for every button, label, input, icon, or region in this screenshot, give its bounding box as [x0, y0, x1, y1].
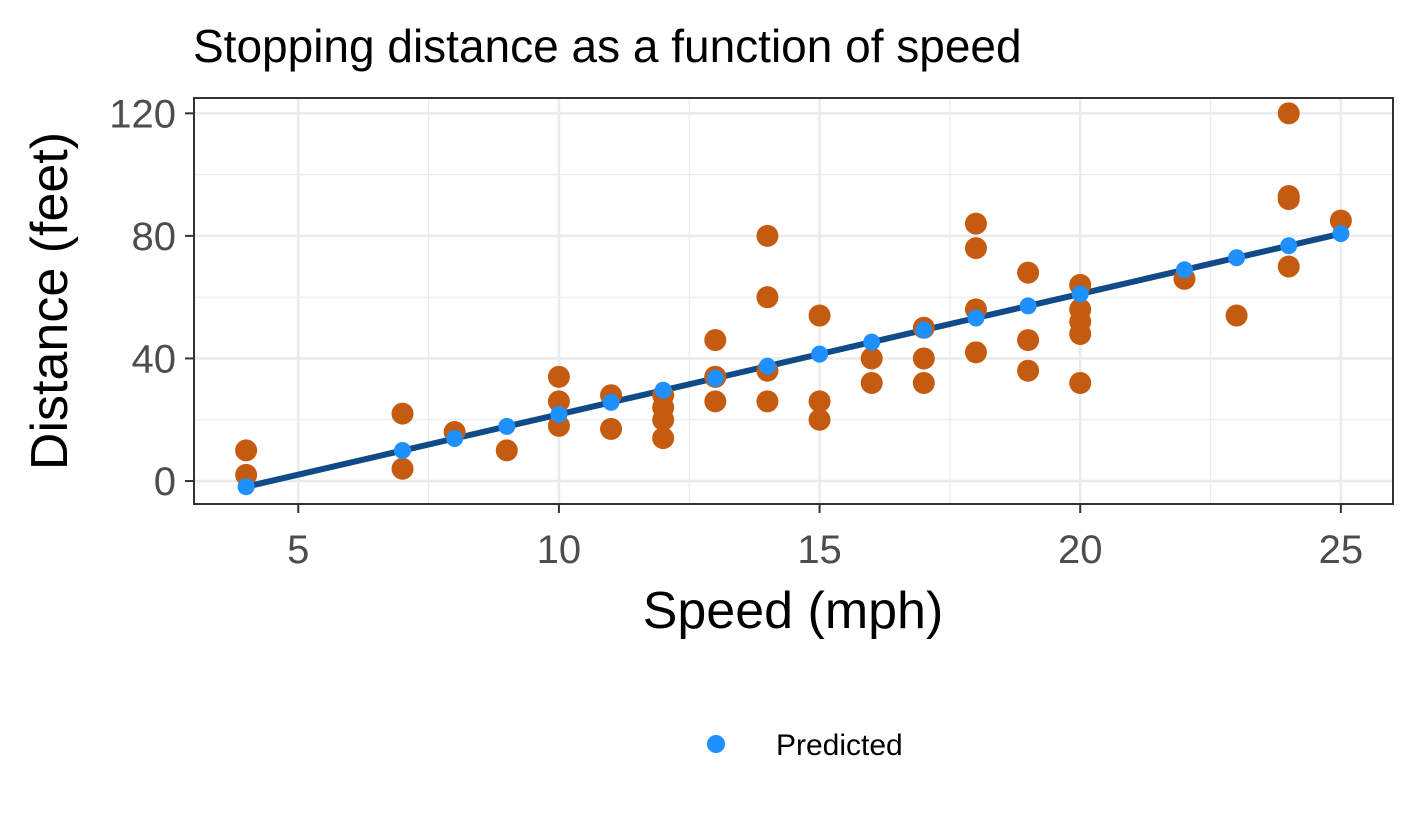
predicted-points — [237, 225, 1350, 496]
predicted-point — [967, 309, 985, 327]
observed-point — [235, 439, 258, 462]
observed-point — [1069, 298, 1092, 321]
predicted-point — [1019, 297, 1037, 315]
predicted-point — [1280, 237, 1298, 255]
observed-point — [808, 304, 831, 327]
predicted-point — [915, 321, 933, 339]
observed-point — [912, 371, 935, 394]
observed-point — [860, 371, 883, 394]
predicted-point — [498, 417, 516, 435]
legend: Predicted — [707, 729, 903, 762]
observed-point — [860, 347, 883, 370]
observed-point — [547, 390, 570, 413]
observed-point — [1017, 359, 1040, 382]
predicted-point — [394, 442, 412, 460]
observed-point — [652, 427, 675, 450]
legend-key-predicted — [707, 735, 725, 753]
predicted-point — [1332, 225, 1350, 243]
x-tick-label: 20 — [1058, 528, 1103, 572]
observed-point — [808, 408, 831, 431]
observed-point — [912, 347, 935, 370]
observed-point — [1277, 102, 1300, 125]
legend-label-predicted: Predicted — [776, 729, 903, 762]
observed-point — [1277, 255, 1300, 278]
observed-point — [600, 417, 623, 440]
observed-point — [756, 286, 779, 309]
observed-point — [495, 439, 518, 462]
predicted-point — [1228, 249, 1246, 267]
predicted-point — [811, 345, 829, 363]
observed-point — [704, 390, 727, 413]
x-axis-title: Speed (mph) — [643, 582, 944, 640]
observed-point — [704, 329, 727, 352]
observed-point — [964, 341, 987, 364]
plot-panel — [194, 98, 1393, 504]
predicted-point — [654, 381, 672, 399]
observed-point — [1069, 371, 1092, 394]
y-axis-title: Distance (feet) — [21, 132, 79, 470]
predicted-point — [237, 478, 255, 496]
observed-point — [1017, 329, 1040, 352]
observed-point — [964, 237, 987, 260]
predicted-point — [706, 369, 724, 387]
observed-point — [547, 365, 570, 388]
y-tick-label: 40 — [132, 337, 177, 381]
observed-point — [808, 390, 831, 413]
observed-point — [1017, 261, 1040, 284]
observed-point — [1225, 304, 1248, 327]
observed-point — [756, 224, 779, 247]
observed-point — [756, 390, 779, 413]
predicted-point — [550, 405, 568, 423]
predicted-point — [446, 429, 464, 447]
observed-point — [391, 457, 414, 480]
y-tick-label: 80 — [132, 215, 177, 259]
observed-point — [1329, 209, 1352, 232]
chart-title: Stopping distance as a function of speed — [193, 20, 1022, 72]
axis-layer: 5 10 15 20 25 0 40 80 120 — [109, 92, 1363, 572]
y-tick-label: 120 — [109, 92, 176, 136]
observed-point — [391, 402, 414, 425]
y-tick-label: 0 — [154, 460, 176, 504]
predicted-point — [758, 357, 776, 375]
observed-point — [964, 212, 987, 235]
plot-border — [193, 97, 1394, 505]
x-tick-label: 25 — [1319, 528, 1364, 572]
x-tick-label: 10 — [537, 528, 582, 572]
x-tick-label: 5 — [287, 528, 309, 572]
predicted-point — [863, 333, 881, 351]
x-tick-label: 15 — [797, 528, 842, 572]
observed-point — [1277, 185, 1300, 208]
predicted-point — [1175, 261, 1193, 279]
predicted-point — [602, 393, 620, 411]
predicted-point — [1071, 285, 1089, 303]
